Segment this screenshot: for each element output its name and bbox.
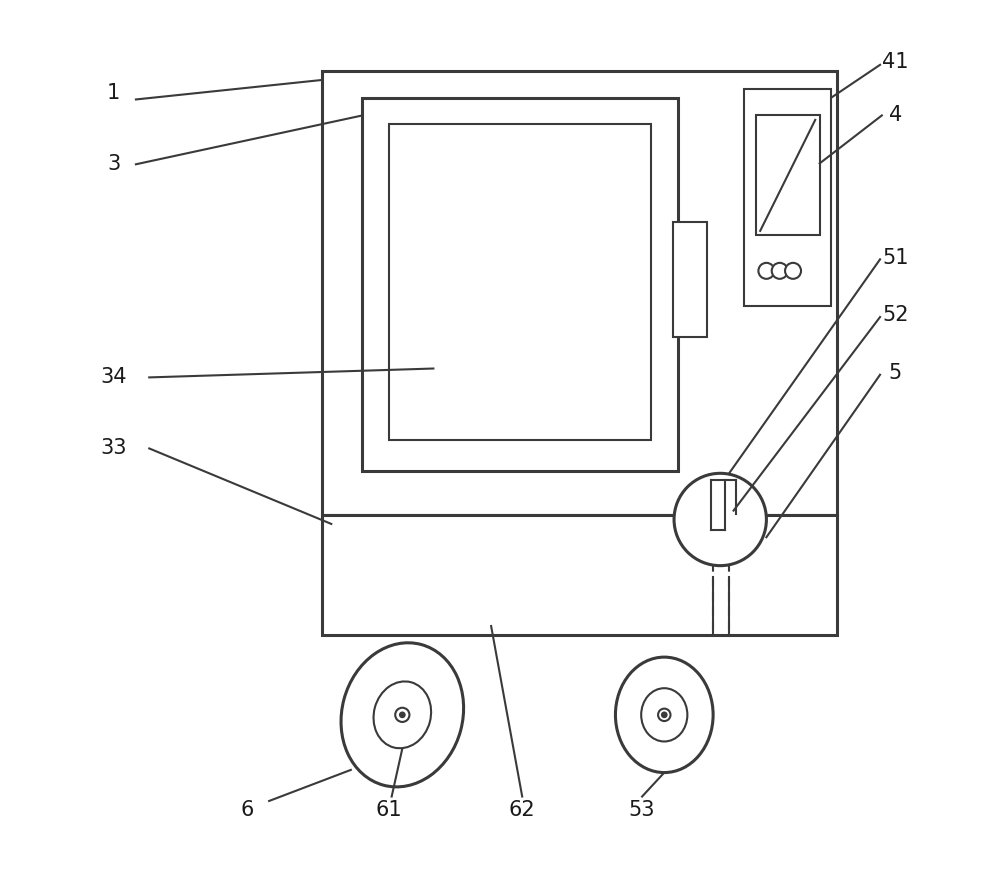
Text: 33: 33 xyxy=(100,439,127,458)
Circle shape xyxy=(658,709,670,721)
Text: 61: 61 xyxy=(376,800,402,820)
Bar xyxy=(362,98,678,471)
Bar xyxy=(322,515,837,635)
Text: 51: 51 xyxy=(882,248,908,267)
Circle shape xyxy=(785,263,801,279)
Text: 5: 5 xyxy=(889,363,902,383)
Bar xyxy=(744,89,831,306)
Ellipse shape xyxy=(341,643,464,787)
Text: 52: 52 xyxy=(882,305,908,325)
Text: 62: 62 xyxy=(509,800,536,820)
Bar xyxy=(673,222,707,337)
Text: 41: 41 xyxy=(882,52,908,72)
Ellipse shape xyxy=(615,657,713,773)
Text: 1: 1 xyxy=(107,83,120,103)
Circle shape xyxy=(772,263,788,279)
Circle shape xyxy=(662,712,667,718)
Ellipse shape xyxy=(374,681,431,749)
Circle shape xyxy=(400,712,405,718)
Circle shape xyxy=(395,708,409,722)
Text: 34: 34 xyxy=(100,368,127,387)
Bar xyxy=(756,115,820,235)
Circle shape xyxy=(674,473,766,566)
Ellipse shape xyxy=(641,688,687,741)
Text: 53: 53 xyxy=(629,800,655,820)
Circle shape xyxy=(758,263,774,279)
Text: 3: 3 xyxy=(107,155,120,174)
Text: 4: 4 xyxy=(889,106,902,125)
Text: 6: 6 xyxy=(240,800,254,820)
Bar xyxy=(322,71,837,515)
Bar xyxy=(389,124,651,440)
